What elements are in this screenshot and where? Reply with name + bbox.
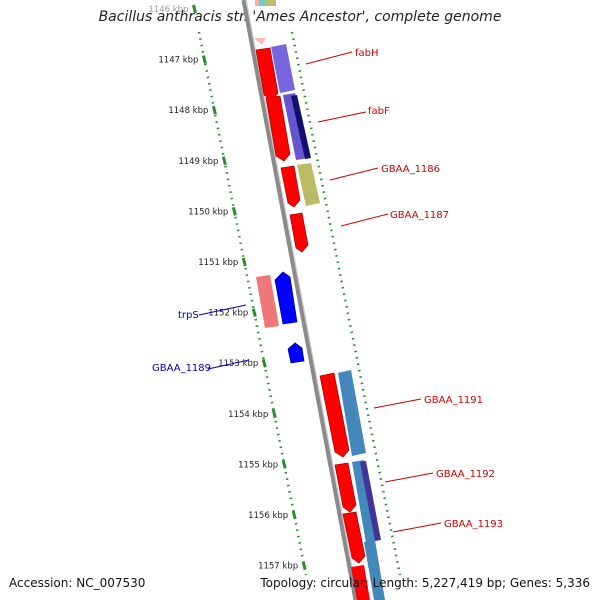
gene-bar-fabf-dark[interactable]	[291, 95, 311, 159]
ruler-tick-mark	[251, 308, 257, 317]
accession-text: Accession: NC_007530	[9, 576, 146, 590]
ruler-tick-label: 1154 kbp	[228, 410, 268, 420]
cds-arrow-gbaa-1189[interactable]	[287, 342, 305, 364]
ruler-tick-label: 1155 kbp	[238, 460, 278, 470]
ruler-tick-mark	[261, 358, 267, 368]
backbone-line	[241, 0, 359, 600]
gene-label-group: fabH fabF GBAA_1186 GBAA_1187 GBAA_1191 …	[152, 48, 503, 533]
gene-label-gbaa-1187[interactable]: GBAA_1187	[390, 210, 449, 221]
gene-label-gbaa-1193[interactable]: GBAA_1193	[444, 519, 503, 530]
gene-label-fabf[interactable]: fabF	[368, 106, 390, 117]
ruler-tick-mark	[231, 207, 237, 216]
genome-summary-text: Topology: circular; Length: 5,227,419 bp…	[260, 576, 590, 590]
ruler-tick-label: 1150 kbp	[188, 207, 228, 217]
ruler-tick-mark	[221, 156, 227, 166]
tick-group: 1146 kbp 1147 kbp 1148 kbp 1149 kbp 1150 kbp…	[148, 4, 307, 572]
ruler-tick-label: 1156 kbp	[248, 511, 288, 521]
ruler-tick-label: 1148 kbp	[168, 106, 208, 116]
gene-label-gbaa-1189[interactable]: GBAA_1189	[152, 363, 211, 374]
inner-ruler-line	[290, 31, 402, 576]
ruler-tick-label: 1153 kbp	[218, 359, 258, 369]
ruler-tick-mark	[192, 4, 197, 14]
cds-arrow-trps[interactable]	[274, 271, 298, 325]
gene-label-gbaa-1192[interactable]: GBAA_1192	[436, 469, 495, 480]
ruler-tick-mark	[301, 561, 307, 570]
ruler-tick-label: 1146 kbp	[148, 5, 188, 15]
outer-ruler-line	[197, 31, 308, 576]
ruler-tick-mark	[241, 257, 247, 267]
gene-label-trps[interactable]: trpS	[178, 310, 199, 321]
ruler-tick-label: 1151 kbp	[198, 258, 238, 268]
gene-label-gbaa-1191[interactable]: GBAA_1191	[424, 395, 483, 406]
gene-bar-fabh[interactable]	[271, 44, 295, 93]
backbone-highlight	[245, 0, 359, 600]
cds-arrow-gbaa-1192[interactable]	[334, 462, 357, 513]
ruler-tick-label: 1157 kbp	[258, 562, 298, 572]
gene-bar-gbaa-1193[interactable]	[364, 540, 385, 600]
ruler-tick-mark	[211, 105, 217, 115]
gene-label-gbaa-1186[interactable]: GBAA_1186	[381, 164, 440, 175]
ruler-tick-label: 1147 kbp	[158, 56, 198, 66]
gene-bar-gbaa-1186[interactable]	[297, 163, 320, 206]
ruler-tick-label: 1149 kbp	[178, 157, 218, 167]
cds-arrow-fabf[interactable]	[265, 95, 291, 162]
gene-label-fabh[interactable]: fabH	[355, 48, 379, 59]
ruler-tick-label: 1152 kbp	[208, 309, 248, 319]
cds-arrow-gbaa-1193[interactable]	[342, 511, 366, 564]
gene-group	[255, 44, 385, 600]
gene-bar-gbaa-1192-dark[interactable]	[360, 461, 381, 541]
gene-bar-trps[interactable]	[256, 275, 279, 328]
ruler-tick-mark	[281, 460, 287, 469]
top-fade-genes	[254, 0, 276, 45]
ruler-tick-mark	[201, 55, 207, 64]
cds-arrow-partial	[351, 565, 370, 600]
gene-bar-gbaa-1191[interactable]	[338, 370, 366, 456]
map-title: Bacillus anthracis str. 'Ames Ancestor',…	[98, 9, 502, 25]
ruler-tick-mark	[291, 510, 297, 520]
cds-arrow-gbaa-1191[interactable]	[319, 372, 350, 458]
cds-arrow-gbaa-1186[interactable]	[280, 165, 301, 208]
ruler-tick-mark	[271, 409, 277, 419]
cds-arrow-gbaa-1187[interactable]	[289, 212, 309, 253]
